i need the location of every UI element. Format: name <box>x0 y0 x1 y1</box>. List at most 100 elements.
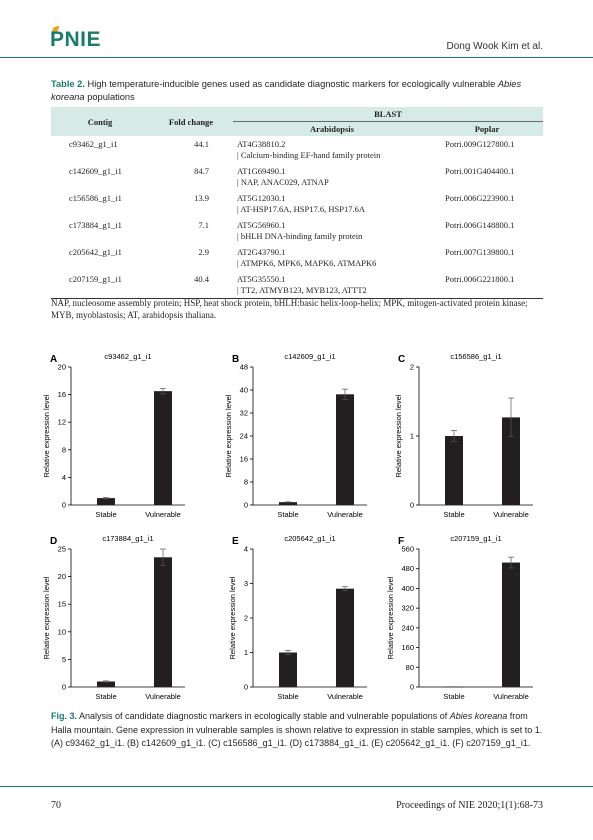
bar-vulnerable <box>154 557 172 687</box>
figure-label: Fig. 3. <box>51 711 78 721</box>
x-tick-label: Stable <box>95 510 116 519</box>
table-row: c142609_g1_i1 84.7 AT1G69490.1 | NAP, ANAC0… <box>51 163 543 190</box>
panel-letter: E <box>232 536 239 547</box>
page-number: 70 <box>51 800 61 811</box>
cell-contig: c156586_g1_i1 <box>69 193 122 203</box>
y-tick-label: 240 <box>401 623 414 632</box>
y-tick-label: 8 <box>244 478 248 487</box>
cell-poplar: Potri.009G127800.1 <box>445 139 515 149</box>
figure-caption-text-b: from Halla mountain. Gene expression in … <box>51 711 543 748</box>
chart-title: c156586_g1_i1 <box>450 352 501 361</box>
cell-contig: c93462_g1_i1 <box>69 139 118 149</box>
y-tick-label: 0 <box>410 683 414 692</box>
table-footnote: NAP, nucleosome assembly protein; HSP, h… <box>51 298 528 320</box>
arabidopsis-id: AT5G12030.1 <box>237 193 286 203</box>
x-tick-label: Vulnerable <box>145 692 181 701</box>
y-tick-label: 3 <box>244 579 248 588</box>
header-poplar: Poplar <box>431 121 543 136</box>
y-tick-label: 16 <box>58 390 66 399</box>
y-tick-label: 20 <box>58 363 66 372</box>
arabidopsis-desc: | TT2, ATMYB123, MYB123, ATTT2 <box>237 285 367 295</box>
cell-arabidopsis: AT4G38810.2 | Calcium-binding EF-hand fam… <box>233 136 431 163</box>
y-tick-label: 40 <box>240 386 248 395</box>
gene-table: Contig Fold change BLAST Arabidopsis Pop… <box>51 107 543 299</box>
cell-contig: c142609_g1_i1 <box>69 166 122 176</box>
journal-citation: Proceedings of NIE 2020;1(1):68-73 <box>396 800 543 811</box>
bar-vulnerable <box>336 588 354 687</box>
table-row: c207159_g1_i1 40.4 AT5G35550.1 | TT2, ATMYB… <box>51 271 543 299</box>
cell-fold-change: 13.9 <box>194 193 209 203</box>
arabidopsis-desc: | AT-HSP17.6A, HSP17.6, HSP17.6A <box>237 204 365 214</box>
header-fold-change: Fold change <box>149 107 233 136</box>
x-tick-label: Vulnerable <box>327 510 363 519</box>
y-tick-label: 0 <box>244 683 248 692</box>
y-tick-label: 10 <box>58 627 66 636</box>
table-caption-text: High temperature-inducible genes used as… <box>84 79 498 89</box>
cell-arabidopsis: AT5G56960.1 | bHLH DNA-binding family pro… <box>233 217 431 244</box>
cell-arabidopsis: AT5G35550.1 | TT2, ATMYB123, MYB123, ATTT… <box>233 271 431 299</box>
arabidopsis-desc: | NAP, ANAC029, ATNAP <box>237 177 329 187</box>
table-row: c173884_g1_i1 7.1 AT5G56960.1 | bHLH DNA-bi… <box>51 217 543 244</box>
bar-stable <box>445 436 463 505</box>
cell-poplar: Potri.001G404400.1 <box>445 166 515 176</box>
x-tick-label: Stable <box>443 692 464 701</box>
x-tick-label: Stable <box>277 692 298 701</box>
y-axis-label: Relative expression level <box>394 394 403 477</box>
table-caption-species: Abies koreana <box>51 79 522 102</box>
cell-fold-change: 7.1 <box>198 220 209 230</box>
table-label: Table 2. <box>51 79 85 89</box>
y-axis-label: Relative expression level <box>42 576 51 659</box>
y-tick-label: 80 <box>406 663 414 672</box>
cell-contig: c205642_g1_i1 <box>69 247 122 257</box>
y-tick-label: 20 <box>58 572 66 581</box>
x-tick-label: Vulnerable <box>327 692 363 701</box>
bar-stable <box>279 652 297 687</box>
cell-poplar: Potri.007G139800.1 <box>445 247 515 257</box>
y-tick-label: 560 <box>401 545 414 554</box>
y-tick-label: 0 <box>62 501 66 510</box>
y-tick-label: 4 <box>62 473 66 482</box>
chart-title: c205642_g1_i1 <box>284 534 335 543</box>
cell-fold-change: 44.1 <box>194 139 209 149</box>
y-axis-label: Relative expression level <box>386 576 395 659</box>
y-tick-label: 0 <box>410 501 414 510</box>
y-tick-label: 0 <box>244 501 248 510</box>
cell-arabidopsis: AT2G43790.1 | ATMPK6, MPK6, MAPK6, ATMAPK… <box>233 244 431 271</box>
panel-letter: B <box>232 354 239 365</box>
y-tick-label: 25 <box>58 545 66 554</box>
arabidopsis-id: AT2G43790.1 <box>237 247 286 257</box>
panel-letter: A <box>50 354 57 365</box>
y-axis-label: Relative expression level <box>42 394 51 477</box>
figure-caption: Fig. 3. Analysis of candidate diagnostic… <box>51 710 543 751</box>
figure-caption-text-a: Analysis of candidate diagnostic markers… <box>77 711 450 721</box>
panel-letter: F <box>398 536 404 547</box>
table-caption: Table 2. High temperature-inducible gene… <box>51 78 543 104</box>
bar-vulnerable <box>154 391 172 505</box>
bar-vulnerable <box>502 417 520 505</box>
arabidopsis-id: AT4G38810.2 <box>237 139 286 149</box>
y-axis-label: Relative expression level <box>224 394 233 477</box>
bar-stable <box>97 681 115 687</box>
y-tick-label: 15 <box>58 600 66 609</box>
arabidopsis-id: AT5G56960.1 <box>237 220 286 230</box>
cell-contig: c173884_g1_i1 <box>69 220 122 230</box>
y-tick-label: 2 <box>244 614 248 623</box>
y-tick-label: 400 <box>401 584 414 593</box>
y-tick-label: 0 <box>62 683 66 692</box>
running-head-authors: Dong Wook Kim et al. <box>446 41 543 52</box>
chart-title: c142609_g1_i1 <box>284 352 335 361</box>
arabidopsis-desc: | Calcium-binding EF-hand family protein <box>237 150 381 160</box>
header-rule <box>0 57 593 58</box>
bar-vulnerable <box>336 394 354 505</box>
y-tick-label: 4 <box>244 545 248 554</box>
footer-rule <box>0 786 593 787</box>
table-row: c93462_g1_i1 44.1 AT4G38810.2 | Calcium-bin… <box>51 136 543 163</box>
table-row: c156586_g1_i1 13.9 AT5G12030.1 | AT-HSP17.6… <box>51 190 543 217</box>
cell-poplar: Potri.006G223900.1 <box>445 193 515 203</box>
y-tick-label: 8 <box>62 445 66 454</box>
journal-logo: PNIE <box>50 28 102 51</box>
x-tick-label: Stable <box>443 510 464 519</box>
y-tick-label: 160 <box>401 643 414 652</box>
y-tick-label: 320 <box>401 604 414 613</box>
